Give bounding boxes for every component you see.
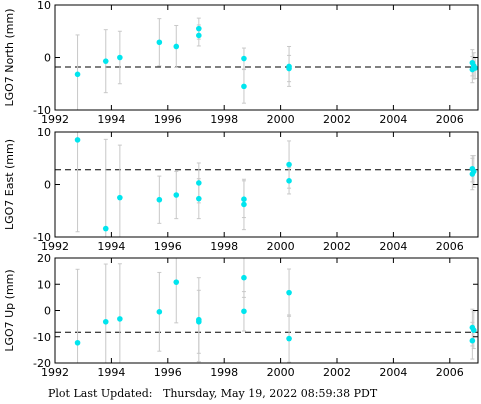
y-axis-label: LGO7 East (mm) bbox=[3, 139, 16, 230]
last-updated-label: Plot Last Updated: bbox=[48, 387, 153, 400]
data-point bbox=[241, 55, 247, 62]
data-point bbox=[156, 309, 163, 315]
data-point bbox=[173, 43, 180, 50]
y-tick-label: 20 bbox=[37, 252, 51, 265]
y-axis-label: LGO7 Up (mm) bbox=[3, 269, 16, 351]
data-point bbox=[102, 225, 109, 232]
data-point bbox=[117, 316, 123, 322]
x-tick-label: 1994 bbox=[97, 240, 125, 253]
panel-3: 1992 1994 1996 1998 2000 2002 2004 2006 -20 -10 0 1… bbox=[3, 252, 479, 379]
data-point bbox=[196, 32, 202, 39]
y-tick-label: -10 bbox=[33, 231, 51, 244]
x-tick-label: 2000 bbox=[267, 240, 295, 253]
x-tick-label: 2002 bbox=[323, 113, 351, 126]
x-tick-label: 1996 bbox=[154, 113, 182, 126]
y-tick-label: 10 bbox=[37, 126, 51, 139]
data-point bbox=[241, 196, 247, 202]
data-point bbox=[241, 308, 247, 315]
data-point bbox=[173, 279, 180, 285]
data-point bbox=[74, 137, 81, 143]
x-tick-label: 2000 bbox=[267, 366, 295, 379]
data-point bbox=[74, 71, 81, 78]
plot-frame bbox=[54, 257, 479, 364]
y-tick-label: -10 bbox=[33, 331, 51, 344]
x-tick-label: 1996 bbox=[154, 366, 182, 379]
y-tick-label: -10 bbox=[33, 104, 51, 117]
data-point bbox=[241, 201, 247, 208]
x-tick-label: 2002 bbox=[323, 240, 351, 253]
y-tick-label: 0 bbox=[44, 52, 51, 65]
data-point bbox=[469, 337, 476, 344]
panel-1: 1992 1994 1996 1998 2000 2002 2004 2006 -10 0 10 LG… bbox=[3, 0, 479, 126]
y-tick-label: 10 bbox=[37, 0, 51, 12]
x-tick-label: 1994 bbox=[97, 113, 125, 126]
y-tick-label: -20 bbox=[33, 357, 51, 370]
data-point bbox=[156, 196, 163, 203]
x-tick-label: 2004 bbox=[379, 366, 407, 379]
data-point bbox=[470, 327, 477, 333]
x-tick-label: 1994 bbox=[97, 366, 125, 379]
last-updated-footer: Plot Last Updated: Thursday, May 19, 202… bbox=[48, 387, 377, 400]
x-tick-label: 1998 bbox=[210, 113, 238, 126]
y-tick-label: 0 bbox=[44, 179, 51, 192]
data-point bbox=[102, 58, 109, 64]
data-point bbox=[472, 65, 478, 71]
x-tick-label: 1998 bbox=[210, 366, 238, 379]
x-tick-label: 2006 bbox=[436, 240, 464, 253]
x-tick-label: 1992 bbox=[41, 113, 69, 126]
data-point bbox=[286, 289, 292, 296]
data-point bbox=[196, 318, 202, 325]
x-tick-label: 2004 bbox=[379, 240, 407, 253]
x-tick-label: 2006 bbox=[436, 113, 464, 126]
x-tick-label: 2006 bbox=[436, 366, 464, 379]
data-point bbox=[117, 194, 123, 201]
data-point bbox=[196, 180, 202, 186]
data-point bbox=[241, 274, 247, 281]
x-tick-label: 2004 bbox=[379, 113, 407, 126]
last-updated-timestamp: Thursday, May 19, 2022 08:59:38 PDT bbox=[162, 387, 378, 400]
data-point bbox=[102, 318, 109, 325]
data-point bbox=[156, 39, 163, 46]
data-point bbox=[286, 178, 292, 184]
y-tick-label: 0 bbox=[44, 305, 51, 318]
data-point bbox=[241, 83, 247, 90]
data-point bbox=[74, 339, 81, 346]
x-tick-label: 2002 bbox=[323, 366, 351, 379]
data-point bbox=[117, 54, 123, 61]
data-point bbox=[196, 25, 202, 32]
data-point bbox=[469, 165, 476, 172]
data-point bbox=[286, 65, 292, 72]
x-tick-label: 1996 bbox=[154, 240, 182, 253]
x-tick-label: 1992 bbox=[41, 240, 69, 253]
data-point bbox=[196, 195, 202, 202]
x-tick-label: 2000 bbox=[267, 113, 295, 126]
data-point bbox=[173, 192, 180, 198]
x-tick-label: 1992 bbox=[41, 366, 69, 379]
x-tick-label: 1998 bbox=[210, 240, 238, 253]
panel-2: 1992 1994 1996 1998 2000 2002 2004 2006 -10 0 10 LG… bbox=[3, 126, 479, 253]
y-tick-label: 10 bbox=[37, 278, 51, 291]
data-point bbox=[286, 161, 292, 168]
plot-frame bbox=[54, 131, 479, 238]
data-point bbox=[286, 335, 292, 342]
y-axis-label: LGO7 North (mm) bbox=[3, 8, 16, 106]
